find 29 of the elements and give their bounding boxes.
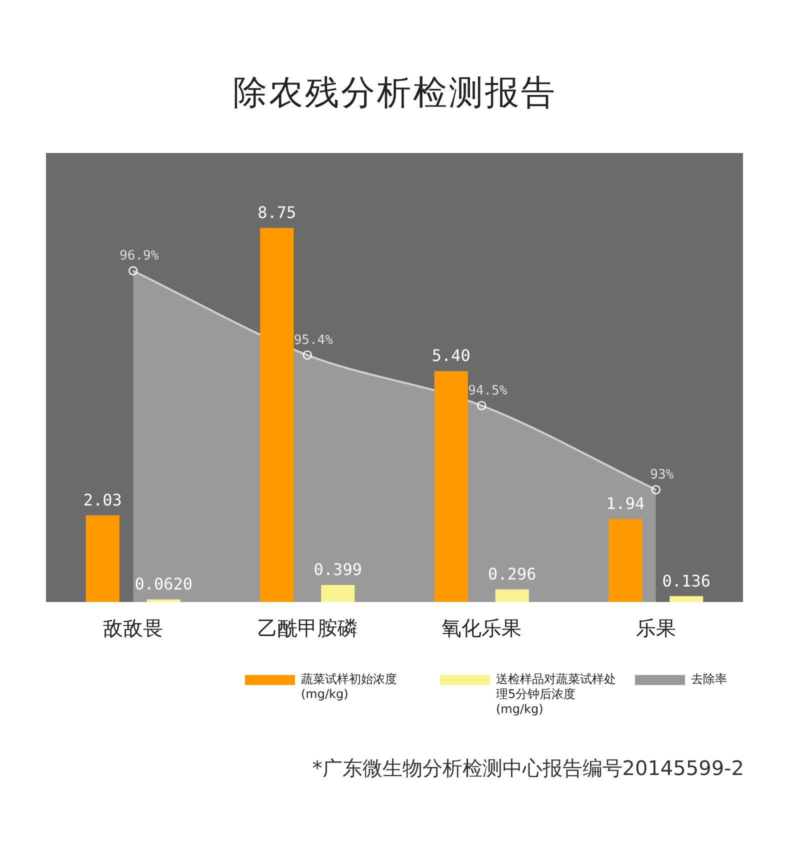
- data-label: 94.5%: [468, 383, 508, 398]
- data-label: 93%: [650, 468, 674, 483]
- data-label: 1.94: [606, 494, 645, 514]
- data-label: 0.136: [662, 571, 710, 590]
- legend-label: 蔬菜试样初始浓度(mg/kg): [301, 672, 398, 702]
- data-label: 0.399: [314, 560, 362, 580]
- data-label: 2.03: [83, 490, 122, 510]
- data-label: 5.40: [432, 346, 470, 366]
- x-tick-label: 乙酰甲胺磷: [257, 616, 358, 640]
- bar: [495, 589, 529, 602]
- x-tick-label: 氧化乐果: [442, 616, 522, 640]
- bar: [434, 371, 468, 602]
- x-tick-label: 乐果: [636, 616, 676, 640]
- bar: [146, 599, 180, 602]
- bar: [321, 584, 355, 602]
- data-label: 95.4%: [294, 332, 334, 348]
- bar: [608, 519, 642, 602]
- bar: [670, 596, 704, 602]
- bar: [86, 515, 120, 602]
- data-label: 96.9%: [120, 248, 159, 264]
- data-label: 8.75: [258, 202, 296, 222]
- data-label: 0.296: [488, 564, 536, 584]
- chart-title: 除农残分析检测报告: [232, 72, 558, 115]
- legend-label: 去除率: [691, 672, 727, 687]
- legend-label: 送检样品对蔬菜试样处理5分钟后浓度(mg/kg): [496, 672, 617, 717]
- data-label: 0.0620: [134, 574, 193, 594]
- x-tick-label: 敌敌畏: [103, 616, 164, 640]
- bar: [260, 228, 294, 602]
- text: *广东微生物分析检测中心报告编号20145599-2: [312, 755, 744, 782]
